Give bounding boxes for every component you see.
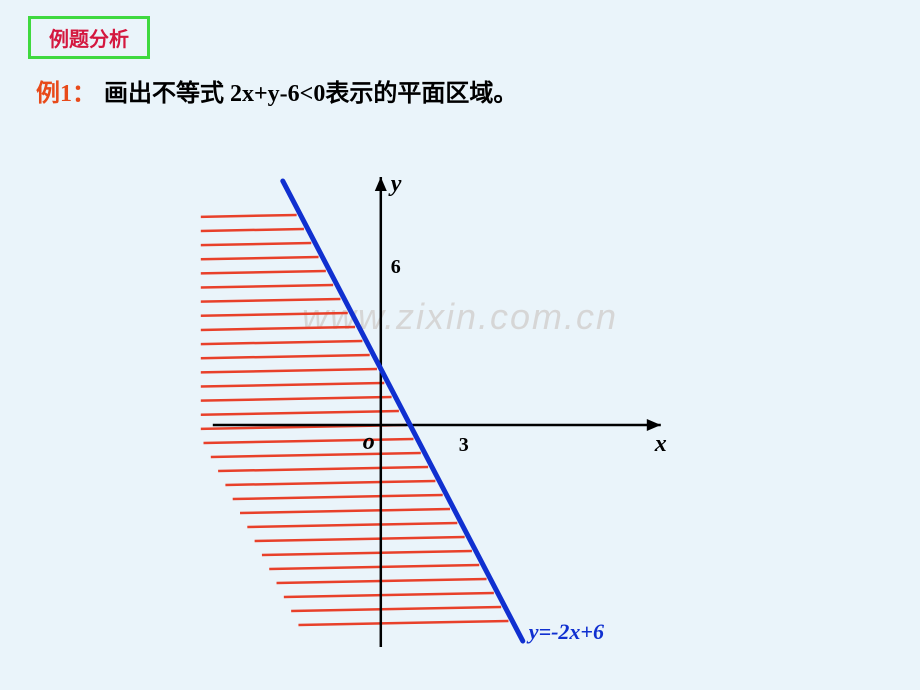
svg-text:x: x xyxy=(654,431,667,457)
svg-text:y: y xyxy=(388,171,402,197)
title-box: 例题分析 xyxy=(28,16,150,59)
example-label: 例1： xyxy=(36,81,96,107)
question-text: 画出不等式 2x+y-6<0表示的平面区域。 xyxy=(104,81,517,107)
title-text: 例题分析 xyxy=(49,29,129,51)
question-line: 例1： 画出不等式 2x+y-6<0表示的平面区域。 xyxy=(36,73,892,108)
svg-text:o: o xyxy=(363,429,375,455)
svg-text:6: 6 xyxy=(391,256,401,278)
chart-container: x y o 6 3 y=-2x+6 xyxy=(201,165,681,660)
svg-text:3: 3 xyxy=(459,434,469,456)
linear-inequality-diagram: x y o 6 3 y=-2x+6 xyxy=(201,165,681,655)
slide-page: 例题分析 例1： 画出不等式 2x+y-6<0表示的平面区域。 www.zixi… xyxy=(0,0,920,690)
svg-text:y=-2x+6: y=-2x+6 xyxy=(526,619,604,644)
